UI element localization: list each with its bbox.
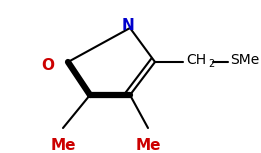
Text: Me: Me [135,138,161,153]
Text: 2: 2 [208,59,214,69]
Text: SMe: SMe [230,53,259,67]
Text: N: N [122,18,134,33]
Text: Me: Me [50,138,76,153]
Text: O: O [41,58,55,73]
Text: CH: CH [186,53,206,67]
